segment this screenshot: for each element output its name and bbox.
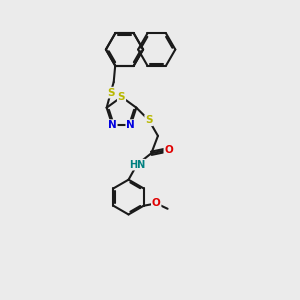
Text: S: S (107, 88, 115, 98)
Text: O: O (164, 145, 173, 155)
Text: HN: HN (129, 160, 145, 170)
Text: S: S (118, 92, 125, 102)
Text: S: S (145, 115, 153, 125)
Text: O: O (152, 198, 161, 208)
Text: N: N (126, 120, 135, 130)
Text: N: N (108, 120, 117, 130)
